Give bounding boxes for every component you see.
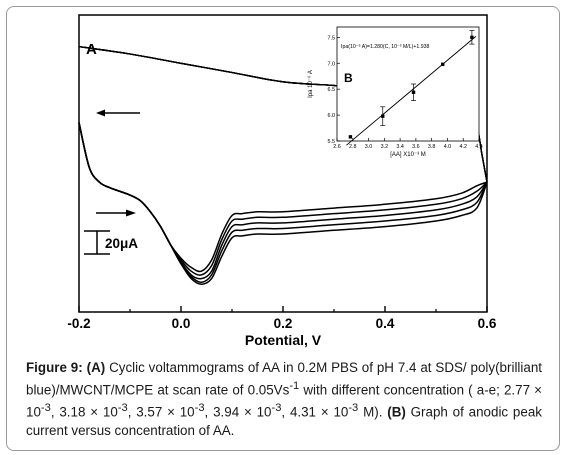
caption-sup-6: -3 [348,402,359,415]
inset-b-data-point [441,62,445,67]
caption-figure-number: Figure 9: [26,360,83,375]
inset-b-x-tick-label: 2.6 [333,144,341,150]
inset-b-ticks: 2.6 2.8 3.0 3.2 3.4 3.6 3.8 4.0 4.2 4.4 5.5 6.0 6.5 7… [328,35,483,150]
caption-sup-4: -3 [194,402,205,415]
current-scale-bar [84,230,110,255]
panel-a-label: A [86,41,97,58]
regression-equation: Ipa(10⁻⁶ A)=1.280(C, 10⁻³ M/L)+1.938 [341,44,429,50]
caption-text-7: M). [358,404,388,420]
panel-a-x-axis-label: Potential, V [245,332,322,348]
cv-forward-curve-1 [78,122,488,285]
caption-text-8: Graph of anodic peak current versus conc… [26,404,542,438]
inset-b-y-tick-label: 6.5 [328,87,336,93]
panel-b-label: B [344,71,353,85]
caption-text-3: , 3.18 × 10 [50,404,118,420]
inset-b-x-axis-label: [AA] X10⁻³ M [390,152,426,158]
inset-b-data-point [348,135,353,139]
panel-a-x-tick-label: 0.6 [478,316,497,331]
caption-text-5: , 3.94 × 10 [204,404,272,420]
figure-caption: Figure 9: (A) Cyclic voltammograms of AA… [26,359,542,440]
inset-b-plot [346,30,477,146]
panel-a-x-tick-label: 0.4 [376,316,395,331]
inset-b-x-tick-label: 4.4 [475,144,483,150]
reverse-scan-arrow [96,109,140,117]
inset-b-x-tick-label: 4.2 [459,144,467,150]
inset-b-x-tick-label: 3.0 [365,144,373,150]
cv-forward-curve-4 [78,122,488,276]
inset-b-y-tick-label: 7.5 [328,35,336,41]
inset-b-x-tick-label: 3.6 [412,144,420,150]
scale-bar-label: 20μA [105,236,138,251]
cv-forward-curve-2 [78,122,488,284]
inset-b-y-tick-label: 5.5 [328,139,336,145]
caption-tag-b: (B) [387,404,406,420]
inset-b-fit-line [346,36,477,146]
inset-b-data-point [470,35,474,40]
caption-text-6: , 4.31 × 10 [281,404,349,420]
inset-b-data-point [381,114,385,118]
inset-b-data-point [411,90,416,94]
caption-tag-a: (A) [86,360,106,375]
caption-sup-5: -3 [271,402,282,415]
inset-b-y-axis-label: Ipa 10⁻⁶ A [307,70,314,98]
forward-scan-arrow [96,209,136,217]
inset-b-frame [336,26,480,142]
inset-b-x-tick-label: 4.0 [444,144,452,150]
caption-sup-1: -1 [289,380,300,392]
inset-b-x-tick-label: 3.4 [396,144,404,150]
caption-text-1: Cyclic voltammograms of AA in 0.2M PBS o… [26,360,542,398]
caption-sup-3: -3 [117,402,128,415]
inset-b-y-tick-label: 6.0 [328,113,336,119]
inset-b-x-tick-label: 3.2 [381,144,389,150]
inset-b-x-tick-label: 2.8 [349,144,357,150]
inset-b-x-tick-label: 3.8 [428,144,436,150]
panel-a-x-tick-label: 0.0 [172,316,191,331]
inset-b-y-tick-label: 7.0 [328,61,336,67]
caption-text-4: , 3.57 × 10 [127,404,195,420]
cv-forward-curve-5 [78,122,488,273]
caption-text-2: with different concentration ( a-e; 2.77… [26,382,542,420]
panel-a-x-tick-label: 0.2 [274,316,293,331]
caption-sup-2: -3 [40,402,51,415]
panel-a-x-tick-label: -0.2 [67,316,90,331]
panel-a-x-ticks: -0.2 0.0 0.2 0.4 0.6 [67,306,497,331]
